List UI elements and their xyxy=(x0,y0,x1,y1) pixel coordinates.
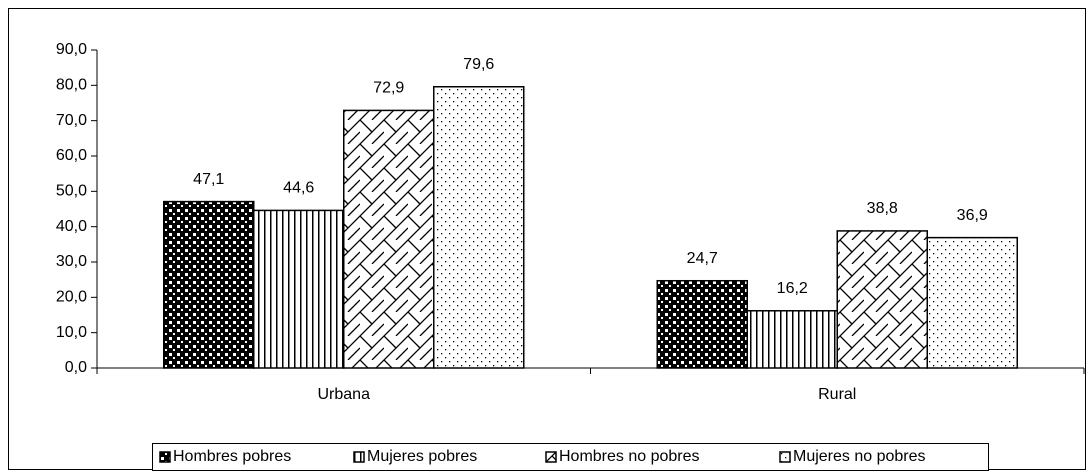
legend-swatch xyxy=(779,451,791,463)
value-label: 44,6 xyxy=(283,180,314,197)
legend-label: Hombres no pobres xyxy=(559,448,700,465)
legend-label: Hombres pobres xyxy=(173,448,291,465)
bar xyxy=(433,85,525,369)
bar xyxy=(836,230,928,369)
y-tick-label: 20,0 xyxy=(56,289,87,306)
legend-swatch xyxy=(353,451,365,463)
y-tick-label: 10,0 xyxy=(56,324,87,341)
legend-label: Mujeres pobres xyxy=(367,448,477,465)
x-tick-label: Rural xyxy=(818,386,856,403)
value-label: 38,8 xyxy=(867,200,898,217)
bar xyxy=(656,279,748,369)
value-label: 36,9 xyxy=(957,207,988,224)
value-label: 72,9 xyxy=(373,80,404,97)
bar xyxy=(926,236,1018,369)
legend-swatch xyxy=(545,451,557,463)
value-label: 24,7 xyxy=(687,250,718,267)
value-label: 79,6 xyxy=(463,56,494,73)
y-tick-label: 40,0 xyxy=(56,218,87,235)
bar xyxy=(163,200,255,369)
y-tick-label: 60,0 xyxy=(56,147,87,164)
legend-box xyxy=(152,443,989,471)
y-tick-label: 70,0 xyxy=(56,112,87,129)
y-tick-label: 80,0 xyxy=(56,77,87,94)
value-label: 47,1 xyxy=(193,171,224,188)
value-label: 16,2 xyxy=(777,280,808,297)
y-tick-label: 90,0 xyxy=(56,41,87,58)
x-tick-label: Urbana xyxy=(318,386,371,403)
legend-label: Mujeres no pobres xyxy=(793,448,926,465)
y-tick-label: 50,0 xyxy=(56,183,87,200)
y-tick-label: 30,0 xyxy=(56,253,87,270)
bar xyxy=(343,109,435,369)
bar xyxy=(746,310,838,369)
bar xyxy=(253,209,345,369)
y-tick-label: 0,0 xyxy=(65,359,87,376)
legend-swatch xyxy=(159,451,171,463)
